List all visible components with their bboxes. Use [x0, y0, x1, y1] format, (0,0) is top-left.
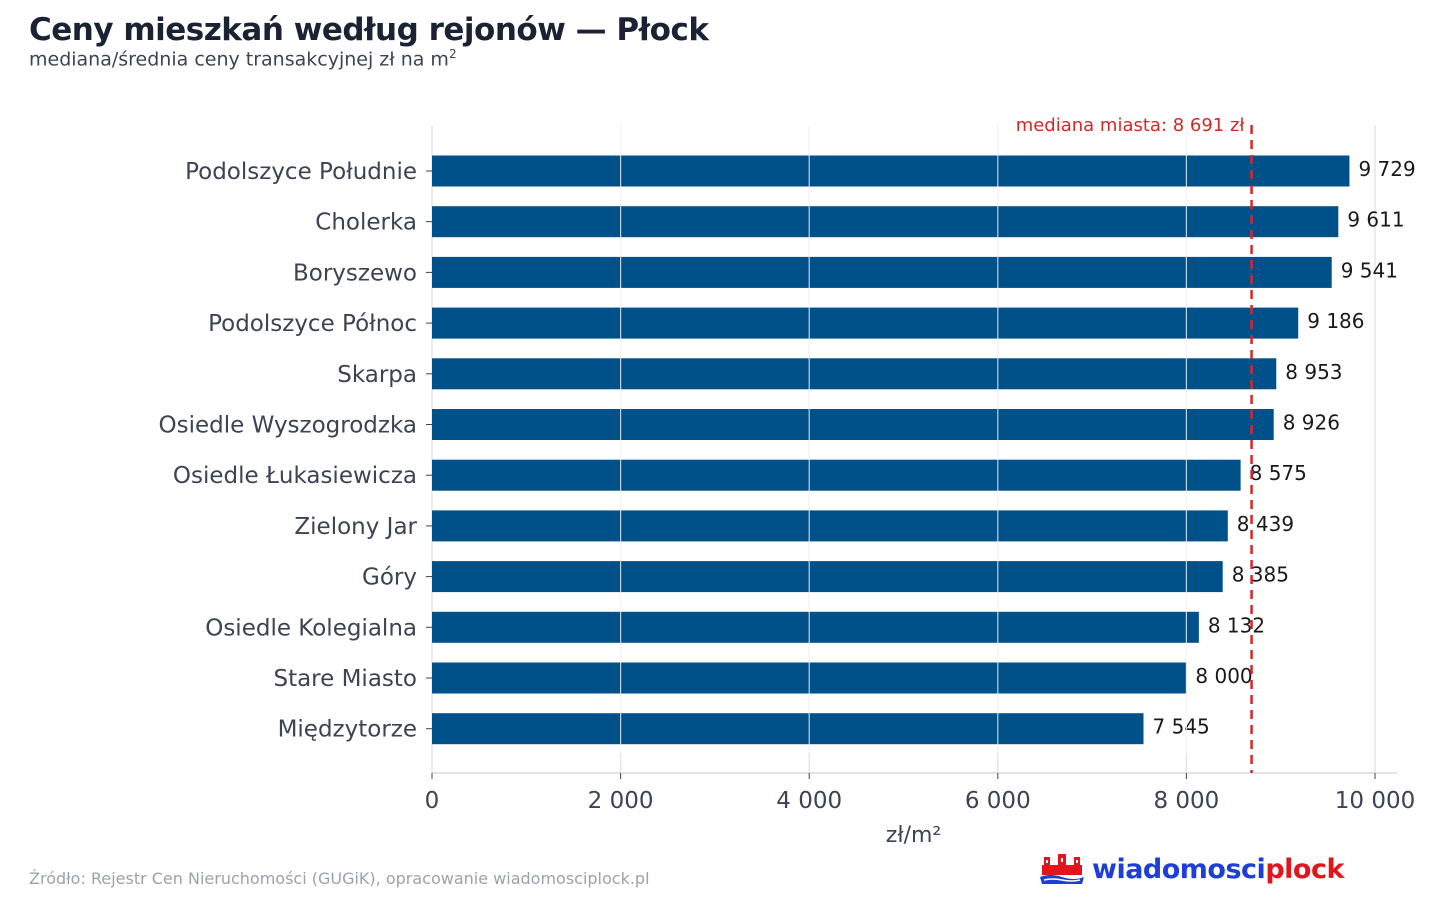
value-label: 9 611 [1347, 208, 1404, 232]
logo-text-part-1: wiadomosci [1092, 853, 1266, 885]
value-label: 9 541 [1341, 258, 1398, 282]
value-label: 8 575 [1250, 461, 1307, 485]
brand-logo[interactable]: wiadomosci plock [1038, 849, 1344, 889]
bar [432, 561, 1223, 593]
category-label: Osiedle Kolegialna [205, 615, 417, 641]
bar [432, 206, 1339, 238]
value-label: 9 729 [1358, 157, 1415, 181]
bar [432, 409, 1274, 440]
category-label: Stare Miasto [273, 666, 417, 692]
category-label: Osiedle Wyszogrodzka [159, 413, 417, 439]
bar [432, 611, 1199, 643]
logo-text-part-2: plock [1265, 853, 1344, 885]
category-label: Cholerka [315, 210, 417, 236]
category-label: Skarpa [337, 362, 417, 388]
value-label: 8 385 [1232, 563, 1289, 587]
category-label: Międzytorze [278, 717, 417, 743]
x-tick-label: 2 000 [588, 788, 654, 814]
bar [432, 307, 1299, 339]
x-tick-label: 0 [425, 788, 440, 814]
city-crest-icon [1040, 854, 1084, 884]
value-label: 8 132 [1208, 613, 1265, 637]
category-label: Zielony Jar [294, 514, 417, 540]
category-label: Podolszyce Północ [208, 311, 417, 337]
x-tick-label: 10 000 [1335, 788, 1415, 814]
median-reference-label: mediana miasta: 8 691 zł [1016, 115, 1246, 136]
value-label: 8 439 [1237, 512, 1294, 536]
source-note: Źródło: Rejestr Cen Nieruchomości (GUGiK… [29, 869, 650, 888]
bar [432, 459, 1241, 491]
bar [432, 155, 1350, 187]
x-tick-label: 6 000 [965, 788, 1031, 814]
logo-wordmark: wiadomosci plock [1092, 854, 1344, 885]
subtitle-superscript: 2 [448, 47, 457, 61]
value-label: 8 000 [1195, 664, 1252, 688]
x-tick-label: 8 000 [1153, 788, 1219, 814]
value-label: 7 545 [1152, 715, 1209, 739]
chart-subtitle: mediana/średnia ceny transakcyjnej zł na… [29, 47, 457, 70]
category-label: Góry [362, 565, 417, 591]
bar [432, 713, 1144, 745]
bar [432, 510, 1228, 542]
x-tick-label: 4 000 [776, 788, 842, 814]
value-label: 8 926 [1283, 411, 1340, 435]
value-label: 8 953 [1285, 360, 1342, 384]
chart-title: Ceny mieszkań według rejonów — Płock [29, 12, 709, 48]
category-label: Podolszyce Południe [185, 159, 417, 185]
x-axis-title: zł/m² [886, 823, 941, 848]
subtitle-text: mediana/średnia ceny transakcyjnej zł na… [29, 48, 449, 71]
bar [432, 256, 1332, 288]
value-label: 9 186 [1307, 309, 1364, 333]
category-label: Osiedle Łukasiewicza [173, 463, 417, 489]
category-label: Boryszewo [293, 260, 417, 286]
bar [432, 358, 1277, 390]
